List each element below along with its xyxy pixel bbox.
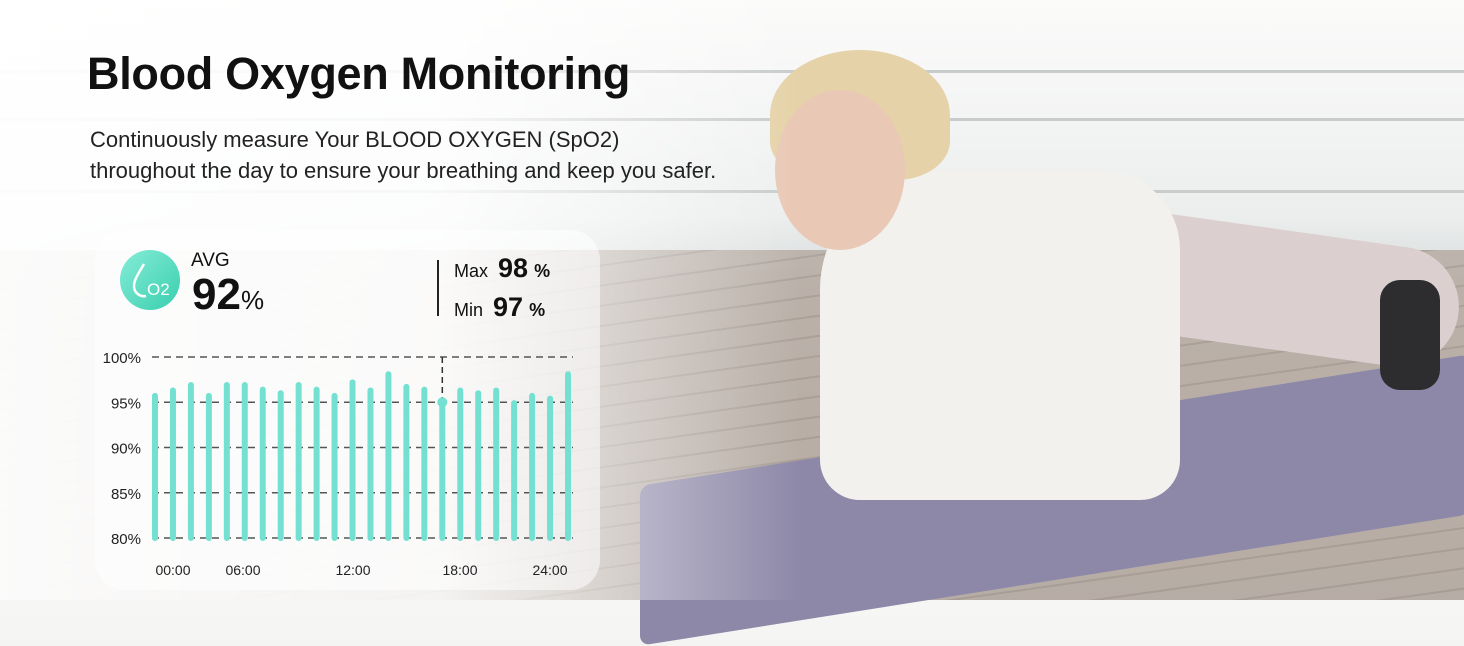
- x-tick-label: 00:00: [155, 562, 190, 578]
- x-tick-label: 06:00: [225, 562, 260, 578]
- y-tick-label: 100%: [103, 350, 141, 367]
- highlight-point: [437, 397, 448, 408]
- min-stat: Min 97%: [454, 292, 546, 322]
- divider: [437, 260, 439, 316]
- x-tick-label: 12:00: [335, 562, 370, 578]
- description: Continuously measure Your BLOOD OXYGEN (…: [90, 127, 717, 183]
- y-tick-label: 90%: [111, 441, 141, 458]
- x-tick-label: 24:00: [532, 562, 567, 578]
- page-title: Blood Oxygen Monitoring: [87, 48, 631, 99]
- spo2-bar-chart: 100% 95% 90% 85% 80% 00:00 06:00 12:00 18:00 24:0…: [103, 350, 573, 578]
- max-stat: Max 98%: [454, 253, 551, 283]
- y-tick-label: 80%: [111, 531, 141, 548]
- avg-label: AVG: [191, 250, 230, 271]
- y-tick-label: 95%: [111, 395, 141, 412]
- x-tick-label: 18:00: [442, 562, 477, 578]
- avg-value: 92%: [192, 270, 265, 319]
- o2-droplet-icon: O2: [120, 250, 180, 310]
- svg-text:O2: O2: [147, 280, 170, 299]
- y-tick-label: 85%: [111, 486, 141, 503]
- shoe: [1380, 280, 1440, 390]
